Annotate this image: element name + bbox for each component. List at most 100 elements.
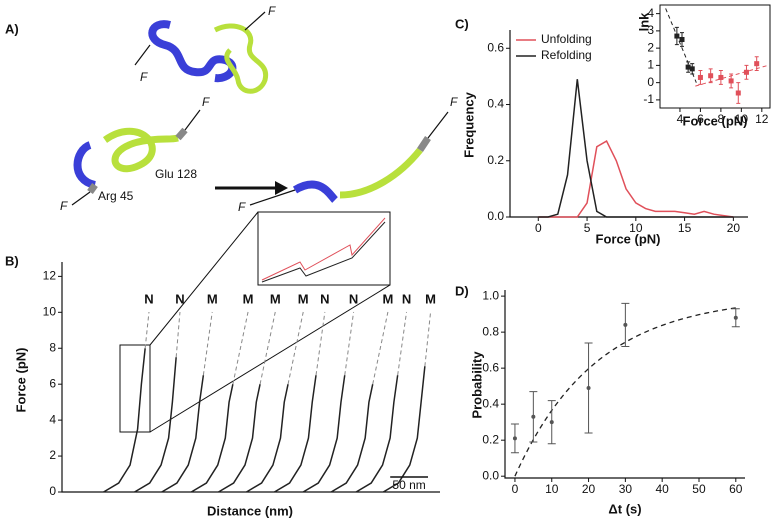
panel-label: D) <box>455 283 469 298</box>
panel-label: B) <box>5 253 19 268</box>
point <box>685 64 691 70</box>
zoom-trace <box>261 217 386 281</box>
state-label: N <box>402 291 411 306</box>
x-tick-label: 6 <box>697 112 704 126</box>
x-tick-label: 4 <box>677 112 684 126</box>
zoom-trace <box>261 221 386 283</box>
y-tick-label: 2 <box>647 40 654 54</box>
series-line <box>538 140 734 218</box>
fit-line <box>372 311 389 385</box>
point <box>689 66 695 72</box>
y-tick-label: 0 <box>49 484 56 498</box>
x-tick-label: 20 <box>727 221 741 235</box>
fit-line <box>424 311 432 367</box>
y-tick-label: 8 <box>49 340 56 354</box>
y-tick-label: 0.4 <box>487 97 504 111</box>
y-tick-label: 12 <box>43 269 57 283</box>
y-tick-label: -1 <box>643 92 654 106</box>
y-tick-label: 0.2 <box>482 432 499 446</box>
force-label: F <box>140 70 148 84</box>
state-label: M <box>425 291 436 306</box>
state-label: M <box>270 291 281 306</box>
y-axis-label: Frequency <box>461 91 476 158</box>
residue-label: Glu 128 <box>155 167 197 181</box>
y-tick-label: 0.2 <box>487 153 504 167</box>
x-tick-label: 0 <box>535 221 542 235</box>
panel-label: A) <box>5 21 19 36</box>
x-tick-label: 0 <box>512 482 519 496</box>
zoom-line <box>149 284 391 433</box>
x-axis-label: Force (pN) <box>596 231 661 246</box>
state-label: M <box>298 291 309 306</box>
y-tick-label: 0.6 <box>482 360 499 374</box>
x-tick-label: 30 <box>619 482 633 496</box>
x-axis-label: Distance (nm) <box>207 503 293 518</box>
x-tick-label: 50 <box>692 482 706 496</box>
y-tick-label: 0.6 <box>487 40 504 54</box>
y-tick-label: 0.4 <box>482 396 499 410</box>
x-tick-label: 8 <box>718 112 725 126</box>
x-tick-label: 15 <box>678 221 692 235</box>
point <box>718 74 724 80</box>
point <box>674 33 680 39</box>
state-label: M <box>243 291 254 306</box>
series-line <box>190 384 234 493</box>
force-label: F <box>202 95 210 109</box>
point <box>512 436 517 441</box>
fit-line <box>344 311 355 376</box>
state-label: N <box>175 291 184 306</box>
x-tick-label: 40 <box>655 482 669 496</box>
state-label: N <box>320 291 329 306</box>
state-label: N <box>144 291 153 306</box>
x-axis-label: Force (pN) <box>683 113 748 128</box>
y-tick-label: 4 <box>49 412 56 426</box>
series-line <box>134 357 177 493</box>
y-tick-label: 1.0 <box>482 288 499 302</box>
legend-label: Refolding <box>541 48 592 62</box>
scale-bar-label: 50 nm <box>392 478 425 492</box>
protein-illustration <box>71 11 449 206</box>
state-label: M <box>207 291 218 306</box>
fit-line <box>232 311 249 385</box>
x-tick-label: 60 <box>729 482 743 496</box>
series-line <box>355 375 399 493</box>
x-tick-label: 10 <box>629 221 643 235</box>
point <box>735 90 741 96</box>
series-line <box>274 375 317 493</box>
fit-line <box>175 311 181 358</box>
x-axis-label: Δt (s) <box>608 501 641 516</box>
fit-line <box>287 311 304 385</box>
y-tick-label: 0.0 <box>482 468 499 482</box>
fit-line <box>144 311 150 349</box>
point <box>586 385 591 390</box>
point <box>743 69 749 75</box>
y-axis-label: lnk <box>636 12 651 32</box>
fit-line <box>397 311 408 376</box>
force-label: F <box>450 95 458 109</box>
point <box>531 414 536 419</box>
y-tick-label: 0.8 <box>482 324 499 338</box>
fit-line <box>315 311 326 376</box>
fit-line <box>695 64 769 87</box>
point <box>708 73 714 79</box>
residue-label: Arg 45 <box>98 189 134 203</box>
zoom-line <box>149 211 259 346</box>
force-label: F <box>238 200 246 214</box>
x-tick-label: 10 <box>545 482 559 496</box>
y-tick-label: 2 <box>49 448 56 462</box>
y-axis-label: Probability <box>469 351 484 419</box>
point <box>549 420 554 425</box>
force-label: F <box>60 199 68 213</box>
series-line <box>103 348 146 493</box>
axis-line <box>504 290 745 479</box>
point <box>728 78 734 84</box>
fit-line <box>259 311 276 385</box>
x-tick-label: 12 <box>755 112 769 126</box>
series-line <box>538 79 734 218</box>
y-axis-label: Force (pN) <box>13 348 28 413</box>
fit-line <box>202 311 213 376</box>
y-tick-label: 1 <box>647 58 654 72</box>
series-line <box>218 384 261 493</box>
series-line <box>330 384 374 493</box>
